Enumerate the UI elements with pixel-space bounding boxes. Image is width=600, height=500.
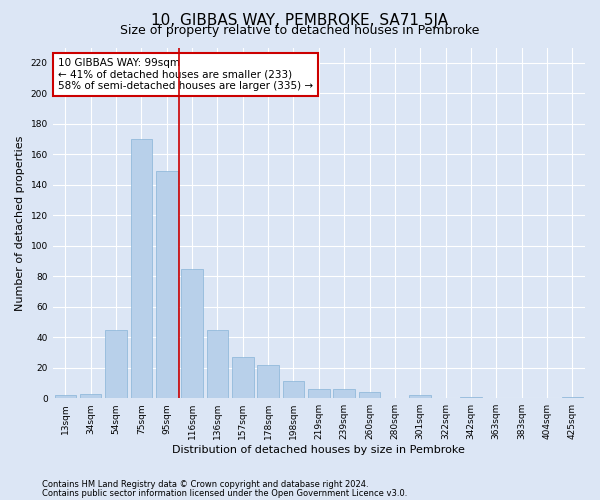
Bar xyxy=(80,394,101,398)
Bar xyxy=(283,382,304,398)
Bar xyxy=(257,364,279,398)
Bar xyxy=(334,389,355,398)
Bar xyxy=(206,330,228,398)
Bar xyxy=(181,268,203,398)
Bar xyxy=(359,392,380,398)
Text: Contains HM Land Registry data © Crown copyright and database right 2024.: Contains HM Land Registry data © Crown c… xyxy=(42,480,368,489)
Bar xyxy=(460,396,482,398)
Bar xyxy=(105,330,127,398)
Bar xyxy=(156,171,178,398)
Text: Size of property relative to detached houses in Pembroke: Size of property relative to detached ho… xyxy=(121,24,479,37)
X-axis label: Distribution of detached houses by size in Pembroke: Distribution of detached houses by size … xyxy=(172,445,465,455)
Text: 10, GIBBAS WAY, PEMBROKE, SA71 5JA: 10, GIBBAS WAY, PEMBROKE, SA71 5JA xyxy=(151,12,449,28)
Bar xyxy=(409,395,431,398)
Bar xyxy=(232,357,254,398)
Text: 10 GIBBAS WAY: 99sqm
← 41% of detached houses are smaller (233)
58% of semi-deta: 10 GIBBAS WAY: 99sqm ← 41% of detached h… xyxy=(58,58,313,91)
Text: Contains public sector information licensed under the Open Government Licence v3: Contains public sector information licen… xyxy=(42,488,407,498)
Bar xyxy=(308,389,329,398)
Bar xyxy=(562,396,583,398)
Bar xyxy=(55,395,76,398)
Y-axis label: Number of detached properties: Number of detached properties xyxy=(15,135,25,310)
Bar xyxy=(131,139,152,398)
